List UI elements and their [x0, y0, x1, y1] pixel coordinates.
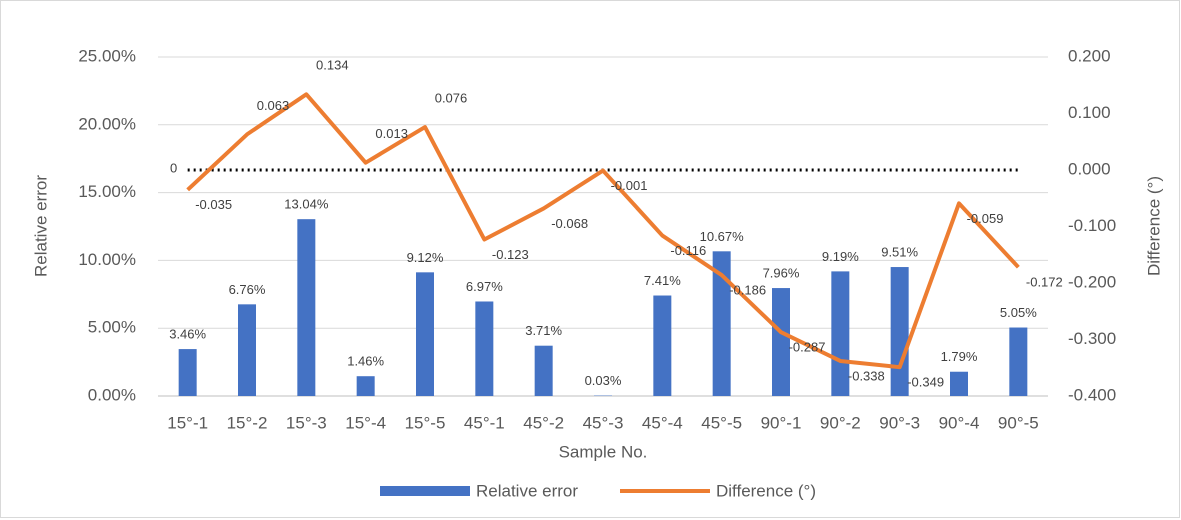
x-tick-label: 15°-1: [167, 413, 208, 432]
y-tick-label: 10.00%: [78, 250, 136, 269]
y2-tick-label: -0.100: [1068, 216, 1116, 235]
bar-value-label: 3.46%: [169, 327, 206, 342]
bar-value-label: 1.46%: [347, 354, 384, 369]
line-value-label: 0.013: [375, 126, 408, 141]
line-value-label: -0.338: [848, 368, 885, 383]
bar: [356, 376, 375, 396]
line-value-label: -0.059: [967, 211, 1004, 226]
x-axis-title: Sample No.: [559, 442, 648, 461]
line-value-label: -0.001: [611, 178, 648, 193]
x-tick-label: 90°-5: [998, 413, 1039, 432]
y2-tick-label: 0.200: [1068, 46, 1111, 65]
bar-value-label: 9.51%: [881, 244, 918, 259]
line-value-label: -0.172: [1026, 275, 1063, 290]
line-value-label: -0.287: [789, 340, 826, 355]
bar-value-label: 7.41%: [644, 273, 681, 288]
x-tick-label: 45°-5: [701, 413, 742, 432]
bar: [475, 301, 494, 396]
bar-value-label: 10.67%: [700, 229, 745, 244]
legend-label: Relative error: [476, 481, 578, 500]
line-value-label: -0.035: [195, 197, 232, 212]
y2-tick-label: 0.100: [1068, 103, 1111, 122]
bar: [950, 371, 968, 396]
bar: [238, 304, 256, 396]
y2-tick-label: -0.400: [1068, 385, 1116, 404]
y2-tick-label: -0.300: [1068, 329, 1116, 348]
y-tick-label: 5.00%: [88, 318, 136, 337]
y-axis-title: Relative error: [31, 175, 50, 277]
x-tick-label: 15°-4: [345, 413, 386, 432]
x-tick-label: 90°-3: [879, 413, 920, 432]
bar: [772, 288, 790, 396]
y-tick-label: 20.00%: [78, 114, 136, 133]
bar: [1009, 327, 1028, 396]
line-value-label: -0.186: [729, 283, 766, 298]
bar-value-label: 3.71%: [525, 323, 562, 338]
zero-line-label: 0: [170, 160, 177, 175]
bar: [712, 251, 731, 396]
y2-tick-label: 0.000: [1068, 159, 1111, 178]
y2-tick-label: -0.200: [1068, 272, 1116, 291]
line-value-label: -0.116: [670, 243, 706, 258]
bar-value-label: 0.03%: [585, 373, 622, 388]
x-tick-label: 45°-1: [464, 413, 505, 432]
bar-value-label: 6.97%: [466, 279, 503, 294]
line-value-label: 0.076: [435, 90, 468, 105]
x-tick-label: 90°-4: [939, 413, 980, 432]
y2-axis-title: Difference (°): [1144, 176, 1163, 276]
bar: [178, 349, 197, 396]
x-tick-label: 90°-2: [820, 413, 861, 432]
y-tick-label: 0.00%: [88, 385, 136, 404]
bar-value-label: 9.12%: [407, 250, 444, 265]
line: [186, 92, 1020, 370]
x-tick-label: 90°-1: [761, 413, 802, 432]
line-value-label: -0.068: [551, 216, 588, 231]
bar: [653, 295, 672, 396]
line-value-label: 0.134: [316, 58, 349, 73]
bar: [416, 272, 434, 396]
legend-swatch: [380, 486, 470, 496]
x-tick-label: 15°-5: [405, 413, 446, 432]
x-tick-label: 15°-3: [286, 413, 327, 432]
y-tick-label: 15.00%: [78, 182, 136, 201]
legend-label: Difference (°): [716, 481, 816, 500]
bar-value-label: 5.05%: [1000, 305, 1037, 320]
line-value-label: 0.063: [257, 98, 290, 113]
bar: [534, 345, 553, 396]
bar-value-label: 9.19%: [822, 249, 859, 264]
x-tick-label: 45°-3: [583, 413, 624, 432]
line-value-label: -0.349: [907, 375, 944, 390]
bar: [890, 267, 909, 396]
bar-value-label: 1.79%: [941, 349, 978, 364]
line-value-label: -0.123: [492, 247, 529, 262]
x-tick-label: 15°-2: [227, 413, 268, 432]
bar-value-label: 13.04%: [284, 197, 329, 212]
bar-value-label: 6.76%: [229, 282, 266, 297]
x-tick-label: 45°-2: [523, 413, 564, 432]
y-tick-label: 25.00%: [78, 46, 136, 65]
x-tick-label: 45°-4: [642, 413, 683, 432]
bar: [297, 219, 316, 396]
bar-value-label: 7.96%: [763, 265, 800, 280]
bar: [831, 271, 850, 396]
